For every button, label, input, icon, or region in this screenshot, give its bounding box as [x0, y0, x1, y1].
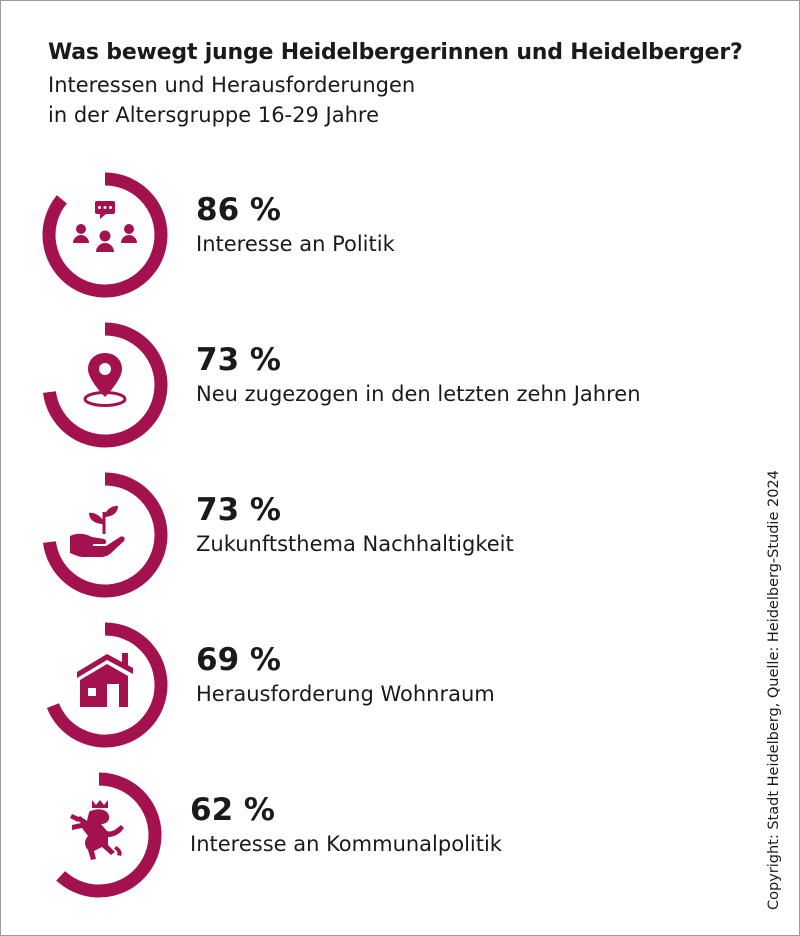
stat-item-local-politics: 62 % Interesse an Kommunalpolitik [34, 770, 694, 900]
progress-ring-sustainability [42, 472, 168, 598]
progress-arc-politics [42, 172, 168, 298]
stat-label: Neu zugezogen in den letzten zehn Jahren [196, 382, 641, 406]
chart-title: Was bewegt junge Heidelbergerinnen und H… [48, 40, 743, 65]
stat-label: Interesse an Politik [196, 232, 395, 256]
plant-in-hand-icon [70, 505, 125, 557]
stat-label: Interesse an Kommunalpolitik [190, 832, 502, 856]
progress-ring-housing [46, 622, 168, 748]
progress-arc-local-politics [56, 772, 162, 898]
subtitle-line-1: Interessen und Herausforderungen [48, 73, 416, 97]
house-icon [77, 653, 133, 707]
progress-arc-housing [46, 622, 168, 748]
progress-ring-local-politics [56, 772, 162, 898]
stat-value: 69 % [196, 642, 281, 678]
subtitle-line-2: in der Altersgruppe 16-29 Jahre [48, 103, 379, 127]
progress-arc-newcomers [42, 322, 168, 448]
location-pin-icon [83, 353, 127, 407]
stat-item-housing: 69 % Herausforderung Wohnraum [40, 620, 700, 750]
stat-value: 62 % [190, 792, 275, 828]
copyright-note: Copyright: Stadt Heidelberg, Quelle: Hei… [766, 470, 782, 910]
progress-ring-politics [42, 172, 168, 298]
progress-ring-newcomers [42, 322, 168, 448]
people-discussion-icon [73, 201, 137, 252]
stat-label: Herausforderung Wohnraum [196, 682, 495, 706]
progress-arc-sustainability [42, 472, 168, 598]
stat-item-sustainability: 73 % Zukunftsthema Nachhaltigkeit [40, 470, 700, 600]
stat-value: 86 % [196, 192, 281, 228]
stat-value: 73 % [196, 342, 281, 378]
stat-value: 73 % [196, 492, 281, 528]
stat-item-politics: 86 % Interesse an Politik [40, 170, 700, 300]
stat-label: Zukunftsthema Nachhaltigkeit [196, 532, 514, 556]
stat-item-newcomers: 73 % Neu zugezogen in den letzten zehn J… [40, 320, 700, 450]
heraldic-lion-icon [70, 800, 124, 860]
chart-subtitle: Interessen und Herausforderungen in der … [48, 70, 415, 130]
